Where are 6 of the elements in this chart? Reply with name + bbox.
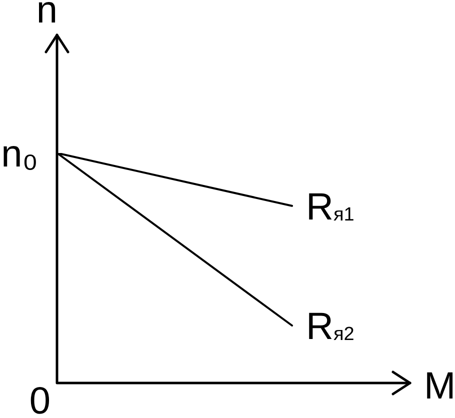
y-axis-title: n [36, 0, 58, 32]
series-label: Rя2 [306, 306, 354, 348]
x-axis-title: M [424, 366, 455, 408]
text: n₀ [1, 134, 38, 176]
series-label: Rя1 [306, 186, 354, 229]
text: 0 [29, 380, 51, 418]
